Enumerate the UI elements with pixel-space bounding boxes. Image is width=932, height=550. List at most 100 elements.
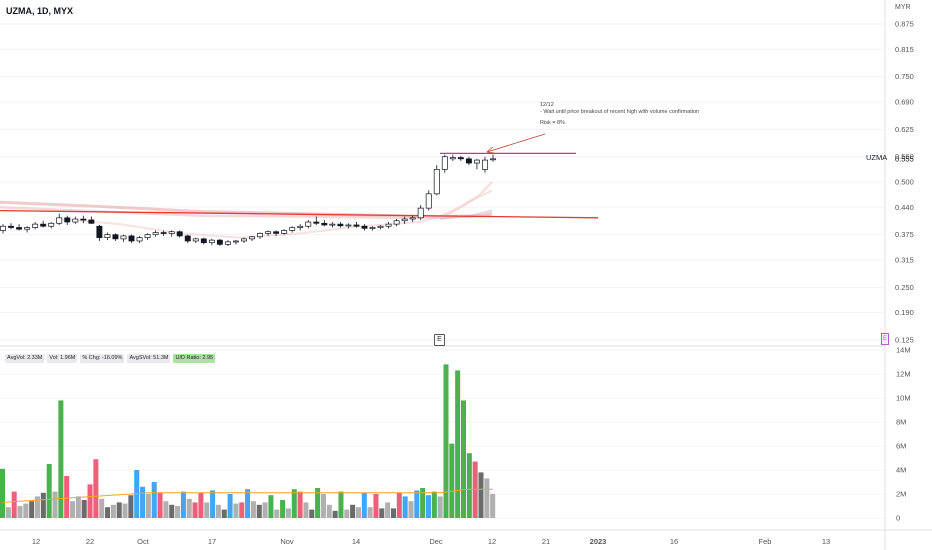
- candle-body: [48, 222, 55, 227]
- volume-bar: [250, 501, 256, 518]
- volume-bar: [204, 502, 210, 518]
- volume-bar: [425, 495, 431, 518]
- price-tick-label: 0.875: [895, 20, 914, 29]
- earnings-marker[interactable]: E: [434, 334, 445, 346]
- candle-body: [473, 159, 480, 164]
- candle-body: [32, 223, 39, 228]
- volume-axis[interactable]: 14M 12M 10M 8M 6M 4M 2M 0: [0, 345, 911, 523]
- stat-avg-svol: AvgSVol: 51.3M: [127, 354, 171, 363]
- candle-body: [168, 231, 175, 234]
- candle: [482, 156, 488, 173]
- candle-body: [281, 230, 288, 234]
- candle: [192, 237, 199, 244]
- candle: [80, 215, 87, 224]
- volume-bar: [344, 509, 350, 518]
- candle: [241, 237, 247, 244]
- volume-bar: [58, 400, 64, 518]
- candle: [289, 226, 296, 233]
- volume-bar: [443, 364, 449, 518]
- candle-body: [329, 223, 336, 226]
- candle: [120, 234, 127, 242]
- candle: [144, 233, 151, 241]
- candle-body: [457, 157, 464, 160]
- candle-body: [265, 231, 272, 234]
- candle: [160, 230, 167, 236]
- volume-bar: [186, 498, 192, 518]
- currency-unit: MYR: [895, 4, 911, 11]
- candle: [249, 235, 255, 241]
- time-tick-label: Feb: [759, 537, 772, 546]
- candle: [273, 230, 280, 236]
- candle-body: [216, 239, 223, 245]
- time-tick-label: 2023: [590, 537, 607, 546]
- volume-bar: [385, 502, 391, 518]
- volume-bar: [460, 400, 467, 518]
- time-tick-label: Dec: [429, 537, 443, 546]
- volume-bar: [81, 500, 87, 518]
- time-tick-label: 12: [488, 537, 496, 546]
- volume-bar: [408, 501, 414, 518]
- volume-bar: [367, 507, 373, 518]
- candle: [224, 240, 231, 247]
- candle-body: [128, 235, 135, 242]
- volume-bar: [431, 491, 437, 518]
- candle-body: [0, 225, 6, 231]
- price-tick-label: 0.250: [895, 283, 914, 292]
- price-axis[interactable]: 0.875 0.815 0.750 0.690 0.625 0.560 0.500 0.440…: [884, 0, 914, 550]
- candle-body: [490, 158, 496, 161]
- candle: [465, 156, 472, 166]
- candle-body: [184, 235, 191, 242]
- candle: [200, 237, 207, 245]
- candle: [433, 165, 440, 196]
- volume-bar: [110, 504, 116, 518]
- resistance-lines: [0, 152, 599, 219]
- volume-bar: [361, 492, 367, 518]
- candle-body: [16, 227, 23, 230]
- volume-bar: [280, 500, 286, 518]
- volume-bar: [455, 370, 461, 518]
- candle: [208, 238, 215, 246]
- candlesticks: [0, 154, 496, 247]
- price-tick-label: 0.315: [895, 255, 914, 264]
- volume-bar: [0, 468, 6, 518]
- candle-body: [208, 239, 215, 244]
- candle: [473, 158, 480, 170]
- symbol-label: UZMA: [866, 153, 888, 162]
- candle-body: [409, 217, 416, 220]
- volume-bar: [128, 495, 134, 518]
- candle: [401, 216, 408, 225]
- candle-body: [465, 158, 472, 164]
- candle: [409, 215, 416, 223]
- time-tick-label: 12: [32, 537, 40, 546]
- volume-bar: [309, 509, 315, 518]
- volume-bar: [116, 502, 122, 518]
- volume-bar: [227, 494, 233, 518]
- candle: [305, 219, 312, 229]
- candle: [297, 224, 304, 231]
- volume-bar: [99, 498, 105, 518]
- candle: [345, 223, 352, 229]
- volume-tick-label: 10M: [896, 394, 911, 403]
- earnings-axis-marker[interactable]: E: [881, 333, 889, 345]
- candle-body: [297, 225, 304, 228]
- volume-bar: [332, 510, 338, 518]
- time-axis[interactable]: 12 22 Oct 17 Nov 14 Dec 12 21 2023 16 Feb 13: [0, 529, 932, 546]
- time-tick-label: 17: [208, 537, 216, 546]
- candle-body: [482, 159, 488, 170]
- price-tick-label: 0.375: [895, 230, 914, 239]
- candle: [168, 230, 175, 237]
- candle: [16, 224, 23, 231]
- candle: [104, 232, 111, 241]
- stat-vol: Vol: 1.96M: [47, 354, 78, 363]
- candle-body: [96, 225, 103, 238]
- candle-body: [369, 227, 376, 229]
- volume-bar: [297, 491, 303, 518]
- candle-body: [56, 217, 63, 224]
- volume-bar: [46, 464, 52, 518]
- candle-body: [321, 222, 328, 226]
- volume-bars: [0, 364, 496, 518]
- price-tick-label: 0.560: [895, 152, 914, 161]
- candle-body: [40, 223, 47, 227]
- volume-bar: [163, 501, 169, 518]
